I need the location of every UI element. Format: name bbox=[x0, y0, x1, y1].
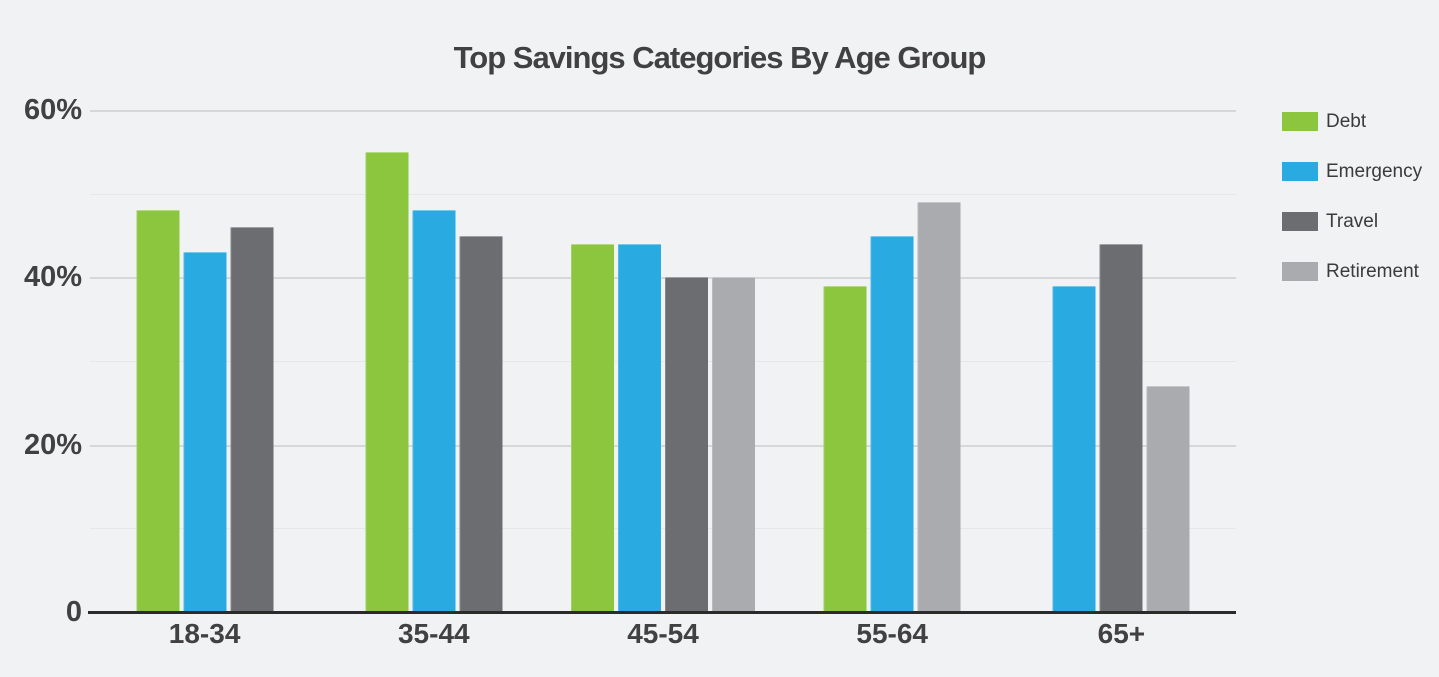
bar-retirement-45-54 bbox=[712, 277, 755, 612]
bar-debt-18-34 bbox=[136, 210, 180, 612]
bar-retirement-55-64 bbox=[917, 202, 961, 612]
legend-item-emergency: Emergency bbox=[1282, 160, 1423, 182]
legend-swatch-emergency bbox=[1282, 162, 1318, 181]
chart-title: Top Savings Categories By Age Group bbox=[453, 40, 987, 75]
gridline-60 bbox=[90, 110, 1236, 112]
y-axis-tick-label-20: 20% bbox=[23, 428, 82, 461]
bar-emergency-45-54 bbox=[618, 243, 661, 612]
bar-debt-45-54 bbox=[571, 243, 614, 612]
bar-travel-45-54 bbox=[665, 277, 708, 612]
y-axis-tick-label-0: 0 bbox=[65, 596, 82, 628]
gridline-50 bbox=[90, 193, 1236, 195]
y-axis-tick-label-40: 40% bbox=[23, 261, 82, 294]
x-axis-category-label-45-54: 45-54 bbox=[627, 618, 699, 649]
bar-travel-65+ bbox=[1099, 243, 1143, 612]
legend-swatch-retirement bbox=[1282, 262, 1318, 281]
legend-swatch-debt bbox=[1282, 112, 1318, 131]
bar-travel-35-44 bbox=[459, 235, 503, 612]
gridline-40 bbox=[90, 277, 1236, 280]
legend-item-retirement: Retirement bbox=[1282, 260, 1422, 282]
gridline-10 bbox=[90, 528, 1236, 530]
legend-item-travel: Travel bbox=[1282, 210, 1422, 232]
legend-label: Travel bbox=[1326, 210, 1379, 232]
bar-debt-35-44 bbox=[365, 151, 409, 612]
bar-emergency-35-44 bbox=[412, 210, 456, 612]
x-axis-category-label-65+: 65+ bbox=[1097, 618, 1146, 649]
y-axis-tick-label-60: 60% bbox=[23, 94, 82, 126]
bar-emergency-18-34 bbox=[183, 252, 227, 612]
bar-group-18-34 bbox=[136, 210, 274, 612]
legend-label: Emergency bbox=[1326, 160, 1423, 182]
plot-area bbox=[88, 110, 1236, 614]
bar-emergency-65+ bbox=[1052, 285, 1096, 612]
gridline-20 bbox=[90, 444, 1236, 447]
bar-retirement-65+ bbox=[1146, 386, 1190, 612]
bar-emergency-55-64 bbox=[870, 235, 914, 612]
gridline-30 bbox=[90, 361, 1236, 362]
legend: Debt Emergency Travel Retirement bbox=[1282, 110, 1423, 312]
legend-item-debt: Debt bbox=[1282, 110, 1422, 132]
bar-group-45-54 bbox=[571, 243, 755, 612]
bar-group-35-44 bbox=[365, 151, 503, 612]
x-axis-category-label-55-64: 55-64 bbox=[856, 618, 928, 649]
legend-label: Debt bbox=[1326, 110, 1367, 132]
x-axis-category-label-18-34: 18-34 bbox=[168, 618, 241, 649]
legend-label: Retirement bbox=[1326, 260, 1419, 282]
x-axis-line bbox=[88, 611, 1236, 614]
x-axis-category-label-35-44: 35-44 bbox=[397, 618, 470, 649]
bar-travel-18-34 bbox=[230, 227, 274, 612]
legend-swatch-travel bbox=[1282, 212, 1318, 231]
bar-debt-55-64 bbox=[823, 285, 867, 612]
bar-group-55-64 bbox=[823, 202, 961, 612]
bar-group-65+ bbox=[1052, 243, 1190, 612]
